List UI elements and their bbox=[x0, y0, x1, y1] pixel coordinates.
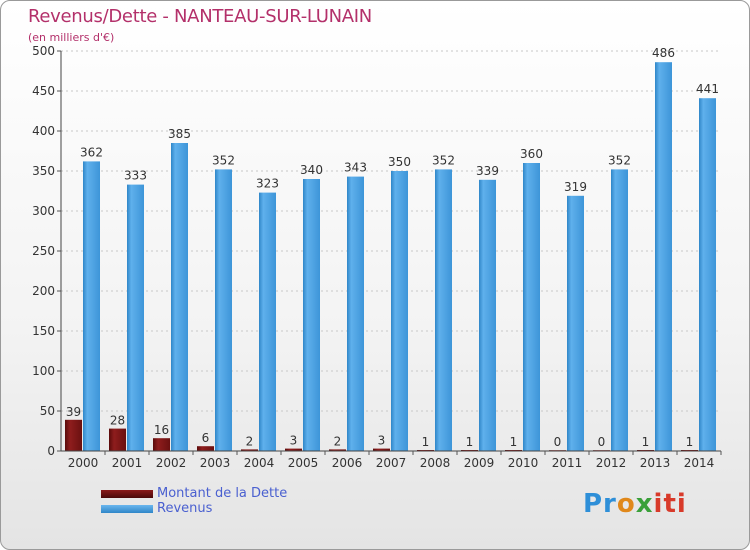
x-tick-label: 2011 bbox=[552, 456, 583, 470]
legend-swatch-dette bbox=[101, 490, 153, 498]
bar-revenus bbox=[259, 192, 276, 451]
data-label-dette: 6 bbox=[202, 431, 210, 445]
x-tick-label: 2013 bbox=[640, 456, 671, 470]
data-label-dette: 1 bbox=[466, 435, 474, 449]
bar-revenus bbox=[215, 169, 232, 451]
data-label-revenus: 441 bbox=[696, 82, 719, 96]
data-label-revenus: 350 bbox=[388, 155, 411, 169]
x-tick-label: 2007 bbox=[376, 456, 407, 470]
bar-revenus bbox=[567, 195, 584, 451]
y-tick-label: 450 bbox=[32, 84, 55, 98]
data-label-dette: 39 bbox=[66, 405, 81, 419]
data-label-revenus: 340 bbox=[300, 163, 323, 177]
x-tick-label: 2008 bbox=[420, 456, 451, 470]
data-label-revenus: 352 bbox=[608, 153, 631, 167]
x-tick-label: 2009 bbox=[464, 456, 495, 470]
chart-title: Revenus/Dette - NANTEAU-SUR-LUNAIN bbox=[28, 6, 372, 27]
x-tick-label: 2001 bbox=[112, 456, 143, 470]
legend-label-dette: Montant de la Dette bbox=[157, 486, 288, 501]
data-label-revenus: 385 bbox=[168, 127, 191, 141]
data-label-dette: 28 bbox=[110, 414, 125, 428]
data-label-dette: 1 bbox=[510, 435, 518, 449]
data-label-dette: 2 bbox=[334, 434, 342, 448]
data-labels: 39 362 28 333 16 385 6 352 2 323 3 340 2 343 3 350 1 352 1… bbox=[66, 46, 719, 449]
bar-dette bbox=[285, 448, 302, 451]
bar-dette bbox=[109, 428, 126, 451]
bar-revenus bbox=[435, 169, 452, 451]
y-tick-label: 500 bbox=[32, 44, 55, 58]
data-label-revenus: 333 bbox=[124, 169, 147, 183]
y-tick-label: 250 bbox=[32, 244, 55, 258]
data-label-revenus: 360 bbox=[520, 147, 543, 161]
x-tick-label: 2002 bbox=[156, 456, 187, 470]
y-tick-label: 100 bbox=[32, 364, 55, 378]
bar-dette bbox=[373, 448, 390, 451]
data-label-revenus: 486 bbox=[652, 46, 675, 60]
data-label-revenus: 362 bbox=[80, 145, 103, 159]
data-label-revenus: 339 bbox=[476, 164, 499, 178]
legend-swatch-revenus bbox=[101, 505, 153, 513]
data-label-revenus: 343 bbox=[344, 161, 367, 175]
x-tick-label: 2003 bbox=[200, 456, 231, 470]
data-label-dette: 1 bbox=[686, 435, 694, 449]
x-tick-label: 2005 bbox=[288, 456, 319, 470]
data-label-dette: 0 bbox=[554, 435, 562, 449]
y-tick-label: 400 bbox=[32, 124, 55, 138]
proxiti-logo: Proxiti bbox=[583, 489, 687, 519]
bar-revenus bbox=[655, 62, 672, 451]
bar-revenus bbox=[303, 179, 320, 451]
bar-revenus bbox=[171, 143, 188, 451]
x-tick-label: 2004 bbox=[244, 456, 275, 470]
bar-dette bbox=[241, 449, 258, 451]
data-label-dette: 1 bbox=[642, 435, 650, 449]
x-tick-label: 2006 bbox=[332, 456, 363, 470]
bar-dette bbox=[197, 446, 214, 451]
x-tick-label: 2010 bbox=[508, 456, 539, 470]
y-tick-label: 300 bbox=[32, 204, 55, 218]
legend-label-revenus: Revenus bbox=[157, 501, 213, 516]
bars bbox=[65, 62, 716, 452]
bar-revenus bbox=[347, 176, 364, 451]
data-label-revenus: 352 bbox=[432, 153, 455, 167]
x-axis: 2000 2001 2002 2003 2004 2005 2006 2007 2008 2009… bbox=[61, 450, 722, 470]
y-tick-label: 150 bbox=[32, 324, 55, 338]
bar-revenus bbox=[391, 171, 408, 451]
y-tick-label: 350 bbox=[32, 164, 55, 178]
y-tick-label: 50 bbox=[40, 404, 55, 418]
data-label-dette: 0 bbox=[598, 435, 606, 449]
bar-dette bbox=[329, 449, 346, 451]
data-label-dette: 2 bbox=[246, 434, 254, 448]
x-tick-label: 2012 bbox=[596, 456, 627, 470]
bar-dette bbox=[65, 419, 82, 451]
x-tick-label: 2000 bbox=[68, 456, 99, 470]
data-label-revenus: 323 bbox=[256, 177, 279, 191]
data-label-dette: 3 bbox=[290, 434, 298, 448]
data-label-dette: 3 bbox=[378, 434, 386, 448]
data-label-revenus: 319 bbox=[564, 180, 587, 194]
bar-revenus bbox=[699, 98, 716, 451]
y-tick-label: 200 bbox=[32, 284, 55, 298]
y-tick-label: 0 bbox=[47, 444, 55, 458]
chart-subtitle: (en milliers d'€) bbox=[28, 31, 115, 44]
data-label-dette: 16 bbox=[154, 423, 169, 437]
bar-revenus bbox=[83, 161, 100, 451]
bar-revenus bbox=[611, 169, 628, 451]
data-label-revenus: 352 bbox=[212, 153, 235, 167]
bar-revenus bbox=[523, 163, 540, 451]
x-tick-label: 2014 bbox=[684, 456, 715, 470]
y-axis: 0 50 100 150 200 250 300 350 400 450 500 bbox=[32, 44, 62, 458]
data-label-dette: 1 bbox=[422, 435, 430, 449]
bar-revenus bbox=[127, 184, 144, 451]
bar-dette bbox=[153, 438, 170, 451]
bar-revenus bbox=[479, 179, 496, 452]
